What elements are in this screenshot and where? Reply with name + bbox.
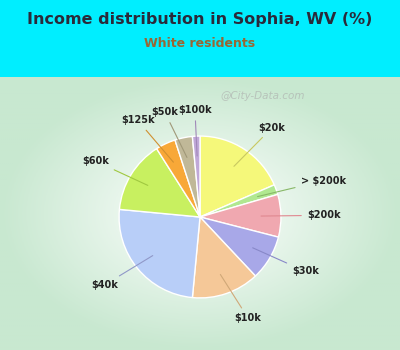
Text: > $200k: > $200k	[258, 176, 346, 197]
Text: $125k: $125k	[121, 116, 173, 162]
Wedge shape	[119, 209, 200, 298]
Wedge shape	[175, 136, 200, 217]
Wedge shape	[200, 217, 278, 276]
Text: White residents: White residents	[144, 37, 256, 50]
Text: $50k: $50k	[152, 107, 187, 158]
Wedge shape	[192, 217, 256, 298]
Wedge shape	[200, 136, 274, 217]
Wedge shape	[192, 136, 200, 217]
Text: Income distribution in Sophia, WV (%): Income distribution in Sophia, WV (%)	[27, 12, 373, 27]
Wedge shape	[200, 194, 281, 237]
Wedge shape	[200, 185, 278, 217]
Text: $40k: $40k	[91, 256, 153, 290]
Text: $100k: $100k	[178, 105, 212, 156]
Text: $20k: $20k	[234, 123, 286, 166]
Text: $10k: $10k	[220, 274, 262, 323]
Text: $30k: $30k	[253, 248, 319, 276]
Text: @City-Data.com: @City-Data.com	[220, 91, 304, 101]
Text: $200k: $200k	[261, 210, 340, 220]
Wedge shape	[157, 140, 200, 217]
Wedge shape	[120, 149, 200, 217]
Text: $60k: $60k	[82, 156, 148, 186]
